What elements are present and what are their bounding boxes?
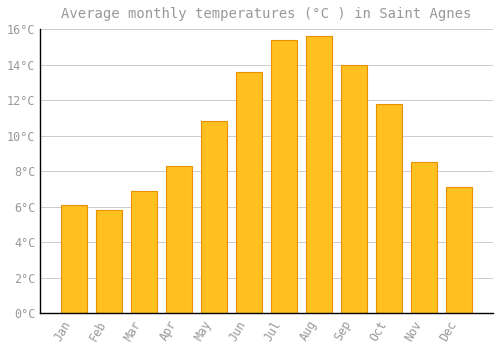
Bar xyxy=(271,40,297,313)
Bar xyxy=(201,121,228,313)
Bar xyxy=(376,104,402,313)
Title: Average monthly temperatures (°C ) in Saint Agnes: Average monthly temperatures (°C ) in Sa… xyxy=(62,7,472,21)
Bar xyxy=(341,64,367,313)
Bar xyxy=(61,205,87,313)
Bar xyxy=(306,36,332,313)
Bar xyxy=(131,191,157,313)
Bar xyxy=(411,162,438,313)
Bar xyxy=(236,72,262,313)
Bar xyxy=(166,166,192,313)
Bar xyxy=(446,187,472,313)
Bar xyxy=(96,210,122,313)
